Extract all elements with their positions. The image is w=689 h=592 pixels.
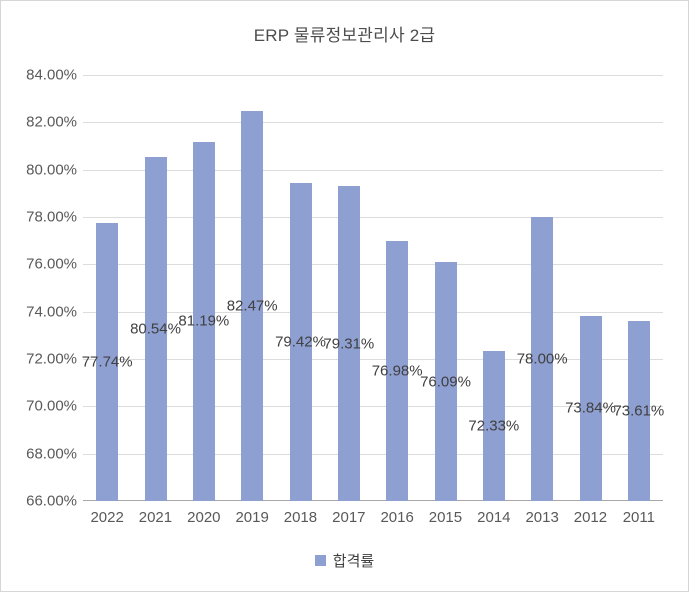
bar-value-label: 82.47% <box>226 297 278 315</box>
y-axis-tick-label: 70.00% <box>26 397 77 415</box>
bar-value-label: 73.61% <box>613 402 665 420</box>
x-axis-tick-label: 2011 <box>622 509 655 526</box>
bar-2018 <box>289 183 312 501</box>
gridline <box>83 311 663 313</box>
x-axis-tick-label: 2014 <box>477 509 511 526</box>
y-axis-tick-label: 72.00% <box>26 350 77 368</box>
bar-2016 <box>386 241 409 501</box>
x-axis-tick-label: 2022 <box>90 509 124 526</box>
bar-2012 <box>579 315 602 501</box>
gridline <box>83 169 663 171</box>
y-axis-tick-label: 74.00% <box>26 303 77 321</box>
legend-swatch-icon <box>314 554 326 566</box>
y-axis-tick-label: 68.00% <box>26 445 77 463</box>
gridline <box>83 359 663 360</box>
plot-area: 77.74% 80.54% 81.19% 82.47% 79.42% 79.31% 76.9… <box>81 75 665 501</box>
y-axis-tick-label: 78.00% <box>26 208 77 226</box>
bar-2017 <box>337 186 360 501</box>
x-axis-tick-label: 2017 <box>332 509 366 526</box>
bar-2015 <box>434 262 457 501</box>
bar-2020 <box>192 141 215 501</box>
bar-2021 <box>144 156 167 501</box>
x-axis-tick-label: 2018 <box>283 509 318 526</box>
bar-value-label: 81.19% <box>178 312 230 330</box>
gridline <box>83 75 663 76</box>
bar-2019 <box>241 111 264 501</box>
y-axis-tick-label: 66.00% <box>26 492 77 510</box>
gridline <box>83 122 663 124</box>
bar-value-label: 79.42% <box>275 333 326 351</box>
bar-2013 <box>531 217 554 501</box>
x-axis-tick-label: 2012 <box>573 509 608 526</box>
x-axis-tick-label: 2016 <box>380 509 414 526</box>
legend-label: 합격률 <box>332 552 375 570</box>
gridline <box>83 453 663 455</box>
x-axis-tick-label: 2015 <box>428 509 463 526</box>
y-axis-tick-label: 84.00% <box>26 66 77 84</box>
bar-value-label: 77.74% <box>81 353 133 371</box>
x-axis-line <box>83 500 663 501</box>
y-axis-tick-label: 76.00% <box>26 255 77 273</box>
gridline <box>83 217 663 218</box>
bar-value-label: 72.33% <box>468 417 520 435</box>
gridline <box>83 264 663 266</box>
y-axis-tick-label: 80.00% <box>26 161 77 179</box>
x-axis-tick-label: 2020 <box>187 509 221 526</box>
bar-value-label: 73.84% <box>565 399 616 417</box>
bar-value-label: 76.09% <box>420 373 471 391</box>
bar-value-label: 78.00% <box>516 350 568 368</box>
gridline <box>83 406 663 408</box>
legend: 합격률 <box>1 551 688 570</box>
bar-value-label: 80.54% <box>130 320 181 338</box>
bar-value-label: 79.31% <box>323 335 375 352</box>
x-axis-tick-label: 2021 <box>138 509 173 526</box>
y-axis-tick-label: 82.00% <box>26 113 77 131</box>
x-axis-tick-label: 2019 <box>235 509 269 526</box>
chart-title: ERP 물류정보관리사 2급 <box>253 26 436 45</box>
x-axis-tick-label: 2013 <box>525 509 559 526</box>
bar-2022 <box>96 223 119 501</box>
bar-2011 <box>627 320 650 501</box>
bar-value-label: 76.98% <box>371 362 423 380</box>
bar-2014 <box>482 351 505 501</box>
